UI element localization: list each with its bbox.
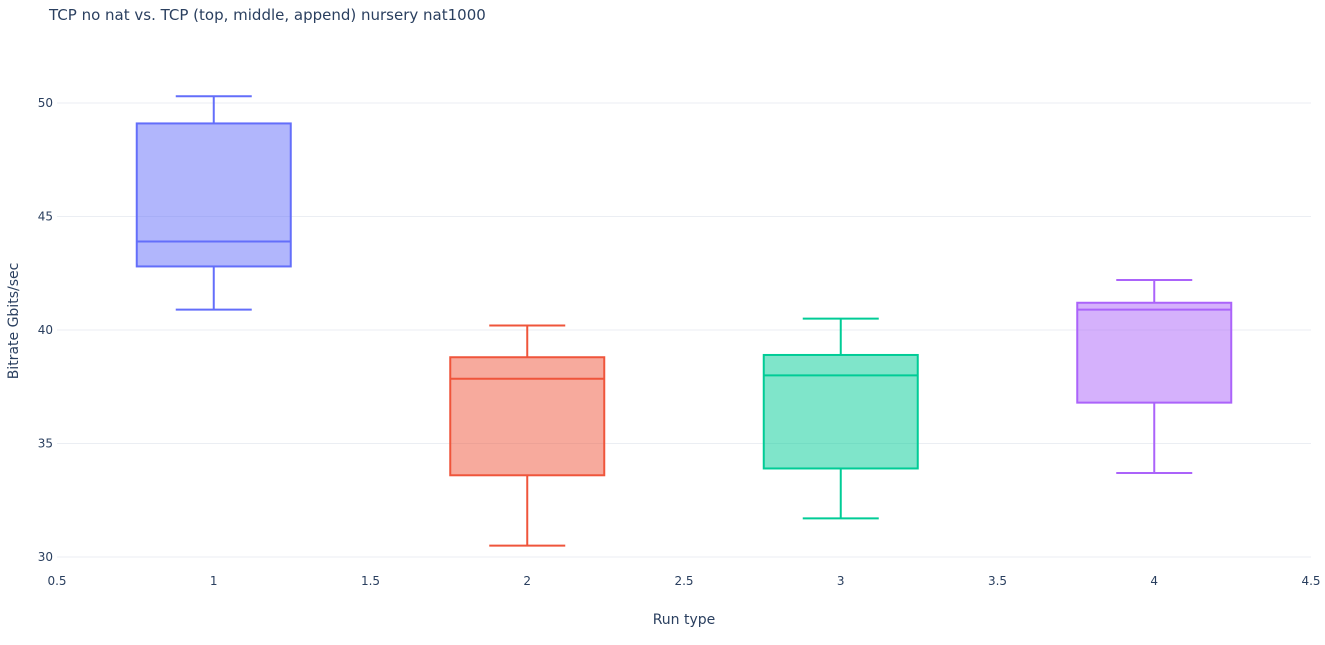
box-1 bbox=[135, 95, 292, 311]
box-3 bbox=[762, 317, 919, 520]
x-tick-label: 0.5 bbox=[47, 574, 66, 588]
x-tick-label: 4.5 bbox=[1301, 574, 1320, 588]
chart-title: TCP no nat vs. TCP (top, middle, append)… bbox=[49, 6, 486, 24]
box-2 bbox=[449, 324, 606, 547]
y-tick-label: 45 bbox=[38, 210, 53, 224]
box-iqr bbox=[1076, 301, 1233, 404]
y-tick-label: 50 bbox=[38, 96, 53, 110]
box-4 bbox=[1076, 279, 1233, 475]
box-series bbox=[135, 95, 1233, 547]
x-tick-label: 1 bbox=[210, 574, 218, 588]
x-tick-label: 2 bbox=[523, 574, 531, 588]
x-tick-label: 3 bbox=[837, 574, 845, 588]
box-iqr bbox=[135, 122, 292, 268]
x-tick-label: 1.5 bbox=[361, 574, 380, 588]
x-tick-label: 4 bbox=[1150, 574, 1158, 588]
x-tick-labels: 0.5 1 1.5 2 2.5 3 3.5 4 4.5 bbox=[47, 574, 1320, 588]
box-iqr bbox=[449, 356, 606, 477]
x-axis-title: Run type bbox=[653, 612, 716, 628]
box-iqr bbox=[762, 353, 919, 470]
y-tick-label: 40 bbox=[38, 323, 53, 337]
y-axis-title: Bitrate Gbits/sec bbox=[6, 263, 22, 380]
x-tick-label: 2.5 bbox=[674, 574, 693, 588]
x-tick-label: 3.5 bbox=[988, 574, 1007, 588]
y-tick-label: 35 bbox=[38, 437, 53, 451]
y-tick-label: 30 bbox=[38, 550, 53, 564]
y-tick-labels: 30 35 40 45 50 bbox=[38, 96, 53, 564]
